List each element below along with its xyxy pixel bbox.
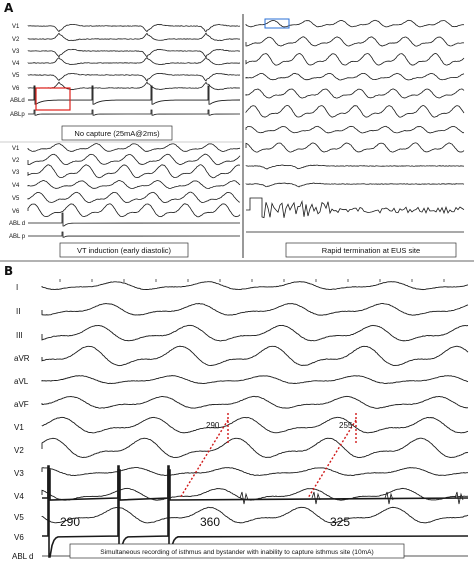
ecg-trace — [41, 395, 469, 409]
lead-label: I — [16, 283, 18, 292]
bottom-left-caption-box — [59, 242, 189, 258]
ablation-distal-deflection — [239, 491, 464, 505]
ecg-trace — [27, 32, 241, 42]
ecg-trace — [245, 53, 465, 66]
ecg-trace — [41, 467, 469, 477]
ecg-trace — [27, 56, 241, 66]
lead-label: V6 — [14, 533, 24, 542]
ablation-distal-trace — [28, 85, 241, 105]
measurement-label: 255 — [339, 421, 353, 430]
ecg-trace — [27, 191, 241, 204]
right-traces — [245, 19, 465, 233]
top-left-caption-box — [61, 125, 173, 141]
interval-label: 360 — [200, 515, 220, 529]
lead-label: ABL d — [9, 221, 25, 227]
lead-label: V2 — [12, 37, 20, 43]
conduction-line-1 — [179, 419, 229, 499]
lead-label: V5 — [12, 196, 20, 202]
panel-b-lead-labels: I II III aVR aVL aVF V1 V2 V3 V4 V5 V6 A… — [12, 283, 34, 561]
lead-label: ABL p — [9, 234, 26, 240]
ecg-trace — [27, 180, 241, 190]
ecg-trace — [245, 19, 465, 28]
ablation-distal-trace — [28, 212, 241, 227]
lead-label: ABLd — [10, 98, 25, 104]
lead-label: II — [16, 307, 20, 316]
lead-label: V3 — [12, 49, 20, 55]
ecg-trace — [245, 36, 465, 47]
lead-label: aVF — [14, 400, 29, 409]
ecg-trace — [41, 375, 469, 384]
ablation-distal-trace — [246, 197, 465, 219]
ablation-proximal-trace — [28, 109, 241, 116]
ablation-distal-trace — [42, 469, 469, 501]
ecg-trace — [27, 164, 241, 179]
ecg-trace — [41, 324, 469, 342]
lead-label: V1 — [12, 146, 20, 152]
ecg-trace — [27, 48, 241, 58]
panel-b-caption-box — [69, 543, 405, 559]
ablation-proximal-trace — [28, 231, 241, 238]
right-caption: Rapid termination at EUS site — [322, 246, 420, 255]
ecg-trace — [41, 281, 469, 291]
bottom-left-caption: VT induction (early diastolic) — [77, 246, 172, 255]
conduction-line-2 — [307, 419, 357, 499]
lead-label: aVR — [14, 354, 30, 363]
top-left-traces — [27, 23, 241, 116]
ecg-trace — [245, 142, 465, 153]
lead-label: V2 — [14, 446, 24, 455]
lead-label: aVL — [14, 377, 29, 386]
interval-label: 325 — [330, 515, 350, 529]
ecg-trace — [27, 72, 241, 82]
red-highlight-box — [35, 87, 71, 111]
lead-label: V6 — [12, 209, 20, 215]
lead-label: V6 — [12, 86, 20, 92]
panel-b-letter: B — [4, 264, 13, 278]
interval-label: 290 — [60, 515, 80, 529]
ecg-trace — [41, 416, 469, 434]
ecg-trace — [41, 345, 469, 367]
lead-label: ABL d — [12, 552, 34, 561]
lead-label: V4 — [12, 183, 20, 189]
lead-label: V4 — [12, 61, 20, 67]
blue-highlight-box — [264, 18, 290, 29]
lead-label: V4 — [14, 492, 24, 501]
ecg-trace — [41, 506, 469, 524]
ecg-trace — [245, 125, 465, 134]
ecg-trace — [41, 437, 469, 459]
bottom-left-traces — [27, 143, 241, 238]
panel-a-letter: A — [4, 1, 14, 15]
ecg-trace — [245, 104, 465, 118]
ecg-trace — [245, 88, 465, 99]
lead-label: V3 — [12, 170, 20, 176]
timing-tick — [59, 279, 445, 282]
ecg-trace — [27, 143, 241, 153]
panel-b-caption: Simultaneous recording of isthmus and by… — [100, 549, 373, 556]
lead-label: V2 — [12, 158, 20, 164]
top-left-lead-labels: V1 V2 V3 V4 V5 V6 ABLd ABLp — [10, 24, 25, 118]
lead-label: ABLp — [10, 112, 25, 118]
right-caption-box — [285, 242, 457, 258]
bottom-left-lead-labels: V1 V2 V3 V4 V5 V6 ABL d ABL p — [9, 146, 26, 240]
ecg-trace — [245, 72, 465, 81]
lead-label: V1 — [12, 24, 20, 30]
ecg-trace — [27, 23, 241, 33]
measurement-label: 290 — [206, 421, 220, 430]
lead-label: V5 — [12, 73, 20, 79]
ecg-trace — [245, 182, 465, 188]
top-left-caption: No capture (25mA@2ms) — [74, 129, 160, 138]
ecg-trace — [41, 302, 469, 316]
lead-label: V1 — [14, 423, 24, 432]
ecg-trace — [245, 164, 465, 170]
lead-label: V3 — [14, 469, 24, 478]
lead-label: V5 — [14, 513, 24, 522]
ecg-trace — [27, 153, 241, 166]
lead-label: III — [16, 331, 23, 340]
ecg-trace — [27, 203, 241, 218]
ecg-trace — [27, 81, 241, 91]
